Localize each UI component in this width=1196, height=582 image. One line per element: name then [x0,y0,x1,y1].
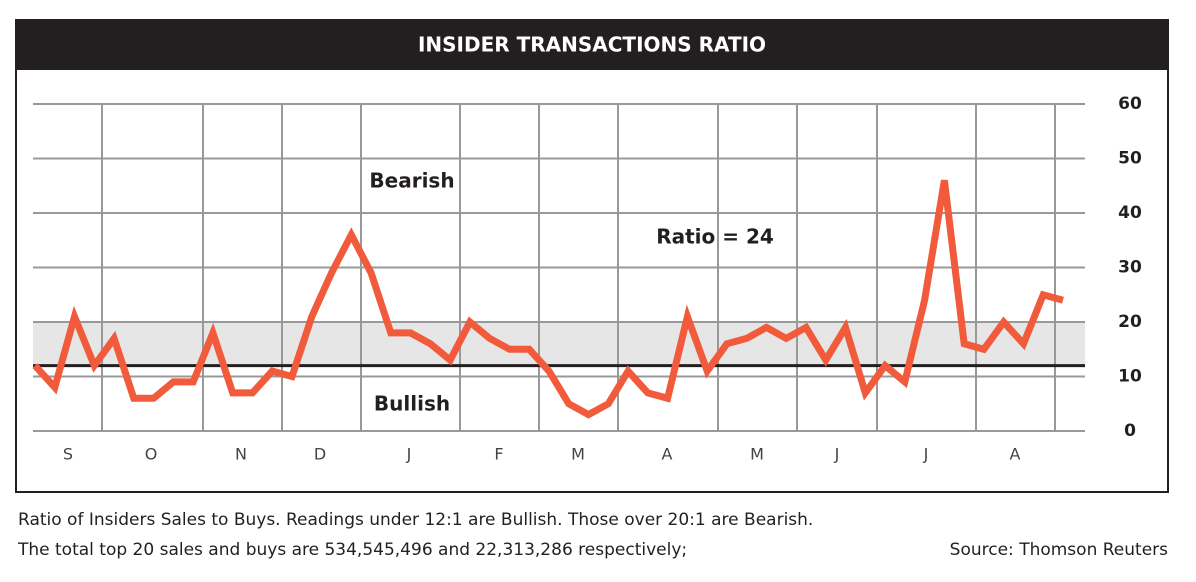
y-tick-label: 30 [1118,258,1142,278]
x-tick-label: D [314,445,326,464]
bullish-bearish-band [33,322,1085,366]
y-tick-label: 0 [1124,421,1136,441]
x-tick-label: A [662,445,673,464]
x-tick-label: N [235,445,247,464]
y-tick-label: 10 [1118,367,1142,387]
frame [15,19,1169,493]
x-tick-label: J [834,445,840,464]
x-tick-label: S [63,445,73,464]
annotation: Bullish [374,392,450,416]
y-tick-label: 60 [1118,94,1142,114]
title-bar [16,20,1168,70]
y-tick-label: 40 [1118,203,1142,223]
x-tick-label: M [571,445,585,464]
x-tick-label: A [1010,445,1021,464]
caption: Ratio of Insiders Sales to Buys. Reading… [18,510,813,530]
chart-title: INSIDER TRANSACTIONS RATIO [418,33,766,57]
annotation: Ratio = 24 [656,225,774,249]
x-tick-label: J [406,445,412,464]
x-tick-label: J [923,445,929,464]
x-tick-label: F [494,445,503,464]
y-tick-label: 20 [1118,312,1142,332]
annotation: Bearish [369,169,454,193]
source: Source: Thomson Reuters [950,540,1168,560]
x-tick-label: M [750,445,764,464]
y-tick-label: 50 [1118,149,1142,169]
caption: The total top 20 sales and buys are 534,… [17,540,687,560]
data-line [32,179,1064,419]
x-tick-label: O [145,445,158,464]
